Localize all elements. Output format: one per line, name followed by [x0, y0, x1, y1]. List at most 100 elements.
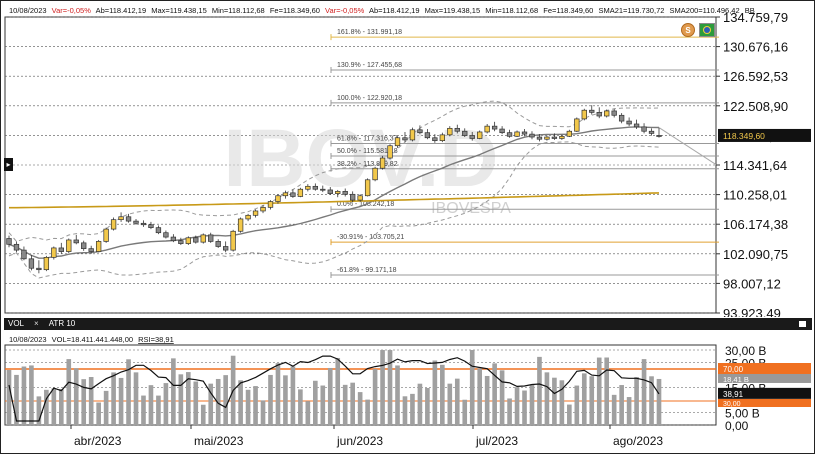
candle — [215, 239, 221, 248]
candle-body — [252, 210, 259, 216]
date-axis-label: ago/2023 — [613, 434, 663, 448]
candle — [320, 185, 326, 193]
pane2-rsi: RSI=38,91 — [138, 335, 174, 344]
candle — [342, 188, 348, 197]
volume-bar — [96, 402, 101, 425]
candle — [633, 119, 640, 130]
candle-body — [305, 185, 311, 190]
candle-body — [379, 157, 386, 169]
candle-body — [237, 218, 244, 232]
candle-body — [51, 247, 57, 258]
tab-atr[interactable]: ATR 10 — [48, 319, 76, 328]
candle — [297, 187, 304, 198]
candle — [125, 213, 132, 223]
volume-bar — [305, 401, 311, 425]
candle-body — [200, 234, 206, 243]
candle — [529, 131, 535, 140]
candle — [230, 229, 236, 252]
candle — [133, 218, 139, 225]
date-axis-label: jul/2023 — [475, 434, 518, 448]
candle-body — [596, 112, 602, 117]
expand-arrow-icon[interactable]: ▸ — [4, 158, 13, 171]
candle-body — [394, 137, 401, 147]
candle-body — [282, 192, 289, 197]
candle — [260, 205, 266, 214]
volume-bar — [215, 378, 221, 425]
candle-body — [163, 232, 169, 238]
fib-label: 50.0% - 115.581,18 — [337, 148, 398, 155]
candle — [237, 217, 244, 233]
coin-icon[interactable]: S — [681, 23, 695, 37]
header-close: Fe=118.349,60 — [270, 6, 320, 15]
price-pane[interactable]: IBOV.D IBOVESPA 161.8% - 131.991,18 130.9… — [1, 1, 814, 317]
volume-bar — [290, 366, 296, 425]
candle-body — [327, 189, 333, 194]
volume-bar — [574, 385, 580, 425]
volume-pane[interactable]: 30,00 B25,00 B15,00 B5,00 B0,0070,0018,4… — [1, 330, 814, 454]
candle — [589, 105, 595, 115]
candle — [454, 124, 460, 134]
candle — [327, 187, 333, 196]
maximize-icon[interactable] — [799, 321, 806, 327]
volume-bar — [253, 386, 258, 425]
candle — [491, 121, 498, 132]
candle — [223, 241, 229, 253]
sma21-line — [8, 126, 660, 259]
candle — [604, 109, 610, 118]
header-close2: Fe=118.349,60 — [543, 6, 593, 15]
price-axis-label: 110.258,01 — [723, 188, 787, 203]
header-bb: BB — [745, 6, 755, 15]
volume-bar — [44, 389, 49, 425]
volume-bar — [103, 390, 109, 425]
candle — [245, 213, 251, 222]
candle — [432, 134, 438, 143]
candle — [364, 178, 371, 197]
volume-bar — [223, 375, 228, 425]
volume-bar — [260, 400, 266, 425]
volume-bar — [410, 393, 415, 425]
candle-body — [447, 127, 453, 136]
candle — [648, 128, 655, 136]
candle-body — [208, 234, 214, 242]
candle-body — [193, 237, 199, 243]
rsi-70-box — [718, 363, 811, 374]
volume-bar — [36, 396, 42, 425]
candle — [618, 113, 625, 124]
close-icon[interactable]: × — [34, 319, 39, 328]
candle-body — [469, 135, 475, 139]
price-axis-label: 126.592,53 — [723, 69, 788, 84]
volume-bar — [454, 378, 460, 425]
candle-body — [297, 188, 304, 197]
candle-body — [28, 258, 35, 269]
volume-bar — [537, 356, 542, 425]
candle-body — [215, 241, 221, 247]
candle-body — [223, 246, 229, 251]
candle-body — [103, 228, 109, 242]
tab-vol[interactable]: VOL — [8, 319, 25, 328]
volume-bar — [544, 372, 550, 425]
volume-bar — [21, 366, 27, 425]
candle — [521, 129, 528, 137]
header-date: 10/08/2023 — [9, 6, 47, 15]
volume-bar — [559, 380, 565, 425]
volume-bar — [126, 359, 131, 425]
rsi-last-box — [718, 387, 811, 399]
volume-bar — [335, 357, 341, 425]
candle-body — [58, 247, 64, 252]
candle-body — [13, 243, 20, 251]
candle-body — [439, 134, 445, 142]
volume-bar — [357, 392, 363, 425]
volume-bar — [529, 384, 535, 425]
header-open: Ab=118.412,19 — [96, 6, 147, 15]
candle-body — [66, 239, 72, 252]
candle — [282, 190, 289, 199]
volume-axis: 30,00 B25,00 B15,00 B5,00 B0,0070,0018,4… — [718, 344, 811, 433]
candle — [73, 234, 79, 245]
candle-body — [626, 120, 632, 125]
volume-bar — [656, 378, 662, 425]
volume-bar — [58, 388, 64, 425]
volume-bar — [148, 385, 154, 425]
price-axis-label: 93.923,49 — [723, 306, 781, 317]
candle-body — [125, 216, 132, 222]
fib-label: 100.0% - 122.920,18 — [337, 95, 402, 102]
